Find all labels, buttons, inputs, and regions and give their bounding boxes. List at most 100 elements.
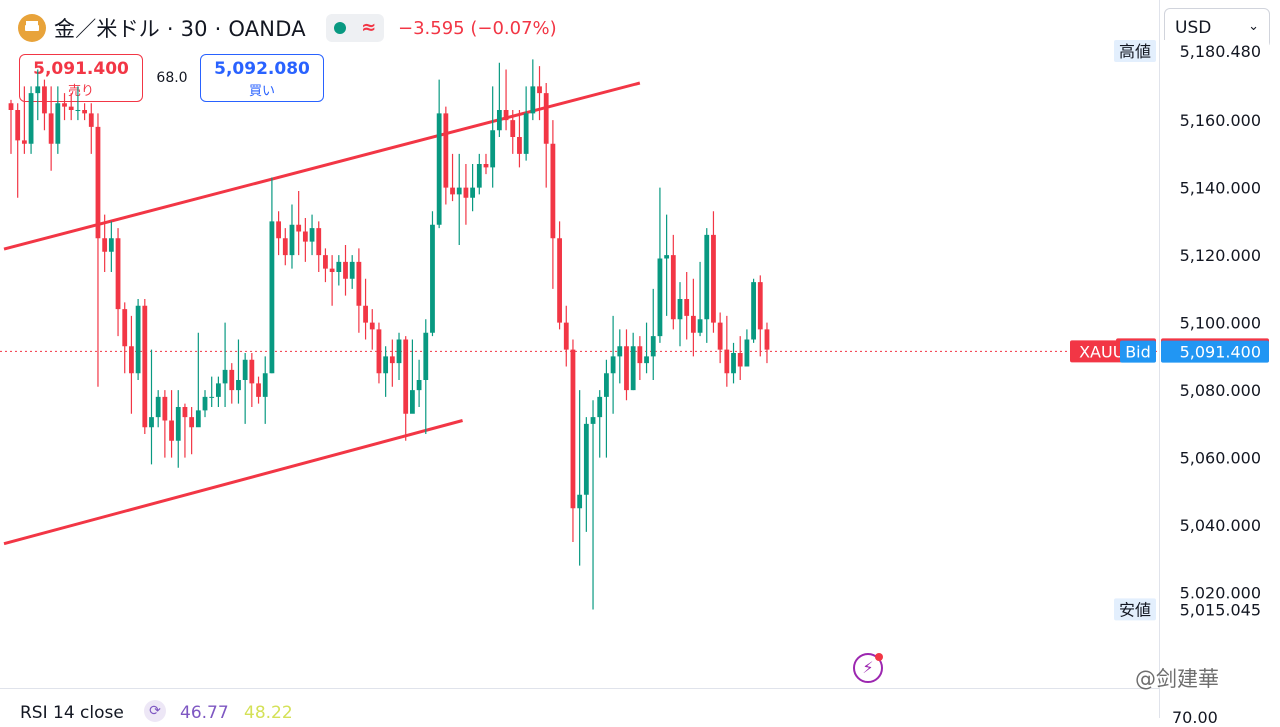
candle[interactable] bbox=[396, 332, 402, 380]
candle[interactable] bbox=[215, 376, 221, 407]
trendline-lower[interactable] bbox=[3, 419, 463, 546]
candle[interactable] bbox=[309, 214, 315, 256]
pane-divider[interactable] bbox=[0, 688, 1160, 689]
candle[interactable] bbox=[624, 329, 629, 401]
candle[interactable] bbox=[349, 255, 355, 289]
candle[interactable] bbox=[8, 99, 14, 154]
candle[interactable] bbox=[697, 261, 703, 337]
candle[interactable] bbox=[336, 255, 342, 286]
candle[interactable] bbox=[496, 62, 502, 137]
candle[interactable] bbox=[637, 336, 643, 380]
candle[interactable] bbox=[563, 305, 569, 367]
candle[interactable] bbox=[35, 69, 41, 121]
candle[interactable] bbox=[483, 153, 489, 175]
candle[interactable] bbox=[88, 103, 94, 154]
candle[interactable] bbox=[236, 339, 241, 404]
candle[interactable] bbox=[175, 390, 181, 468]
rsi-settings-icon[interactable]: ⟳ bbox=[144, 700, 166, 722]
candle[interactable] bbox=[450, 153, 455, 202]
candle[interactable] bbox=[610, 315, 616, 414]
candle[interactable] bbox=[102, 214, 108, 272]
candle[interactable] bbox=[617, 329, 623, 384]
candle[interactable] bbox=[590, 400, 596, 610]
candle[interactable] bbox=[262, 356, 268, 424]
candle[interactable] bbox=[242, 353, 248, 424]
candle[interactable] bbox=[503, 69, 509, 131]
candle[interactable] bbox=[108, 221, 114, 272]
candle[interactable] bbox=[249, 353, 255, 407]
candle[interactable] bbox=[604, 359, 609, 458]
candle[interactable] bbox=[95, 113, 101, 387]
buy-button[interactable]: 5,092.080 買い bbox=[200, 54, 324, 102]
candle[interactable] bbox=[423, 319, 429, 434]
candle[interactable] bbox=[664, 214, 670, 316]
candle[interactable] bbox=[737, 336, 743, 380]
candle[interactable] bbox=[523, 86, 529, 161]
candle[interactable] bbox=[323, 248, 328, 283]
candle[interactable] bbox=[155, 390, 161, 428]
candle[interactable] bbox=[276, 211, 281, 256]
candle[interactable] bbox=[490, 86, 496, 188]
candle[interactable] bbox=[416, 359, 422, 407]
candle[interactable] bbox=[48, 86, 54, 171]
candle[interactable] bbox=[744, 329, 750, 367]
flash-icon[interactable]: ⚡ bbox=[853, 653, 883, 683]
candle[interactable] bbox=[269, 177, 275, 374]
candle[interactable] bbox=[122, 302, 128, 374]
candle[interactable] bbox=[142, 299, 148, 434]
candle[interactable] bbox=[62, 93, 67, 121]
candle[interactable] bbox=[557, 221, 562, 330]
candle[interactable] bbox=[751, 278, 756, 343]
candle[interactable] bbox=[329, 255, 335, 306]
candle[interactable] bbox=[650, 288, 656, 380]
candle[interactable] bbox=[289, 204, 295, 269]
candle[interactable] bbox=[463, 164, 469, 225]
candle[interactable] bbox=[383, 346, 389, 397]
candle[interactable] bbox=[149, 349, 154, 465]
rsi-label[interactable]: RSI 14 close bbox=[20, 703, 124, 723]
candle[interactable] bbox=[389, 339, 395, 387]
candle[interactable] bbox=[684, 272, 690, 340]
candle[interactable] bbox=[182, 403, 188, 458]
candle[interactable] bbox=[162, 390, 168, 458]
sell-button[interactable]: 5,091.400 売り bbox=[19, 54, 143, 102]
candle[interactable] bbox=[316, 221, 322, 272]
candle[interactable] bbox=[296, 191, 302, 256]
gold-bars-icon[interactable] bbox=[18, 14, 46, 42]
candle[interactable] bbox=[129, 315, 134, 414]
candle[interactable] bbox=[724, 315, 730, 387]
candle[interactable] bbox=[115, 228, 121, 337]
candle[interactable] bbox=[690, 278, 696, 357]
candle[interactable] bbox=[430, 211, 435, 337]
candle[interactable] bbox=[282, 228, 288, 266]
candle[interactable] bbox=[456, 153, 462, 245]
candle[interactable] bbox=[256, 376, 261, 404]
candle[interactable] bbox=[369, 309, 375, 350]
candle[interactable] bbox=[577, 390, 583, 566]
candle[interactable] bbox=[764, 322, 770, 364]
candle[interactable] bbox=[55, 86, 61, 154]
candle[interactable] bbox=[189, 407, 195, 455]
candle[interactable] bbox=[597, 390, 603, 458]
candle[interactable] bbox=[169, 390, 174, 458]
candle[interactable] bbox=[476, 153, 482, 195]
market-status-pill[interactable]: ≈ bbox=[326, 14, 384, 42]
candle[interactable] bbox=[75, 86, 81, 121]
candle[interactable] bbox=[543, 83, 549, 188]
candle[interactable] bbox=[517, 110, 522, 168]
candle[interactable] bbox=[15, 103, 21, 198]
candle[interactable] bbox=[135, 299, 141, 380]
candle[interactable] bbox=[436, 79, 442, 229]
candle[interactable] bbox=[356, 248, 362, 333]
candle[interactable] bbox=[630, 332, 636, 391]
candle[interactable] bbox=[229, 363, 235, 404]
candle[interactable] bbox=[28, 86, 34, 154]
candle[interactable] bbox=[68, 93, 74, 121]
candle[interactable] bbox=[470, 164, 476, 212]
symbol-title[interactable]: 金／米ドル · 30 · OANDA bbox=[54, 17, 306, 41]
candle[interactable] bbox=[657, 187, 663, 343]
candle[interactable] bbox=[644, 322, 649, 374]
candle[interactable] bbox=[537, 66, 542, 121]
candle[interactable] bbox=[21, 86, 27, 154]
candle[interactable] bbox=[443, 106, 449, 205]
